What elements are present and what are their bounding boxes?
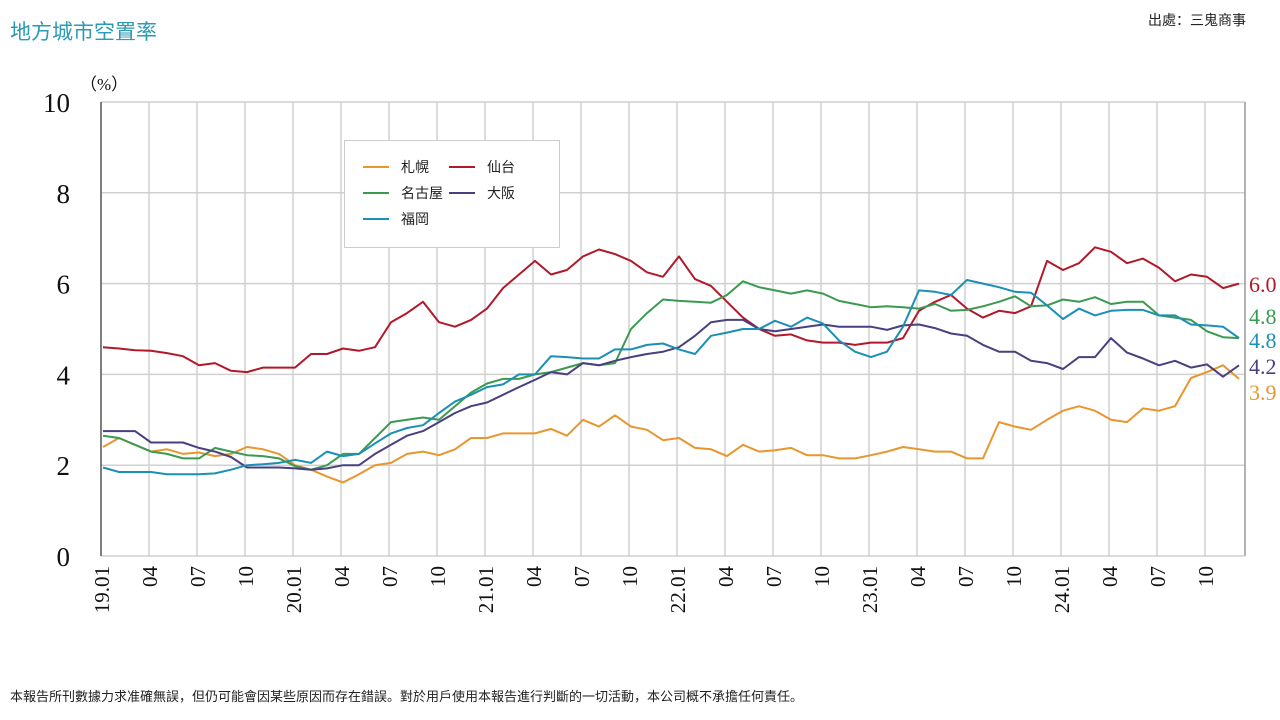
series-line-0 xyxy=(102,364,1240,484)
legend-swatch xyxy=(449,166,475,168)
x-tick-label: 04 xyxy=(330,566,354,588)
x-tick-label: 04 xyxy=(1098,566,1122,588)
y-tick-label: 2 xyxy=(57,451,71,481)
legend-item-osaka: 大阪 xyxy=(449,183,515,203)
series-line-2 xyxy=(102,280,1240,471)
y-tick-label: 10 xyxy=(43,88,70,118)
x-tick-label: 07 xyxy=(1146,566,1170,587)
y-tick-label: 4 xyxy=(57,360,71,390)
series-line-3 xyxy=(103,318,1240,471)
x-tick-label: 19.01 xyxy=(90,566,114,613)
legend-swatch xyxy=(363,218,389,220)
source-note: 出處：三鬼商事 xyxy=(1148,13,1246,29)
chart-title: 地方城市空置率 xyxy=(10,20,157,44)
x-tick-label: 10 xyxy=(1002,566,1026,587)
x-tick-label: 07 xyxy=(570,566,594,587)
legend-swatch xyxy=(363,166,389,168)
end-value-label: 4.2 xyxy=(1249,354,1277,379)
x-tick-label: 10 xyxy=(234,566,258,587)
line-chart: 0 2 4 6 8 10 （%） 19.01 04 07 10 20.01 04 07 10 21.01 04 0… xyxy=(43,75,1277,613)
x-tick-label: 04 xyxy=(714,566,738,588)
legend-label: 仙台 xyxy=(487,160,515,176)
legend-item-sapporo: 札幌 xyxy=(363,157,429,177)
legend-label: 福岡 xyxy=(401,212,429,228)
end-value-label: 4.8 xyxy=(1249,304,1277,329)
series-line-1 xyxy=(102,246,1240,374)
y-tick-label: 0 xyxy=(57,542,71,572)
series-line-4 xyxy=(102,279,1240,476)
y-axis-unit: （%） xyxy=(80,75,128,94)
x-tick-label: 10 xyxy=(810,566,834,587)
legend-label: 大阪 xyxy=(487,186,515,202)
x-tick-label: 04 xyxy=(138,566,162,588)
x-tick-label: 04 xyxy=(906,566,930,588)
x-tick-label: 07 xyxy=(378,566,402,587)
end-value-label: 6.0 xyxy=(1249,272,1277,297)
legend-label: 札幌 xyxy=(401,160,429,176)
legend-swatch xyxy=(449,192,475,194)
x-tick-label: 20.01 xyxy=(282,566,306,613)
y-tick-label: 6 xyxy=(57,270,71,300)
x-tick-label: 07 xyxy=(954,566,978,587)
x-tick-label: 10 xyxy=(1194,566,1218,587)
disclaimer: 本報告所刊數據力求准確無誤，但仍可能會因某些原因而存在錯誤。對於用戶使用本報告進… xyxy=(10,690,804,705)
legend-item-sendai: 仙台 xyxy=(449,157,515,177)
y-tick-label: 8 xyxy=(57,179,71,209)
x-tick-label: 23.01 xyxy=(858,566,882,613)
x-tick-label: 21.01 xyxy=(474,566,498,613)
x-tick-label: 24.01 xyxy=(1050,566,1074,613)
x-tick-label: 10 xyxy=(426,566,450,587)
x-tick-label: 07 xyxy=(186,566,210,587)
legend-item-fukuoka: 福岡 xyxy=(363,209,429,229)
x-tick-label: 10 xyxy=(618,566,642,587)
x-tick-label: 07 xyxy=(762,566,786,587)
legend: 札幌 仙台 名古屋 大阪 福岡 xyxy=(344,140,560,248)
end-value-label: 4.8 xyxy=(1249,328,1277,353)
legend-swatch xyxy=(363,192,389,194)
legend-item-nagoya: 名古屋 xyxy=(363,183,443,203)
legend-label: 名古屋 xyxy=(401,186,443,202)
x-tick-label: 22.01 xyxy=(666,566,690,613)
x-tick-label: 04 xyxy=(522,566,546,588)
end-value-label: 3.9 xyxy=(1249,380,1277,405)
